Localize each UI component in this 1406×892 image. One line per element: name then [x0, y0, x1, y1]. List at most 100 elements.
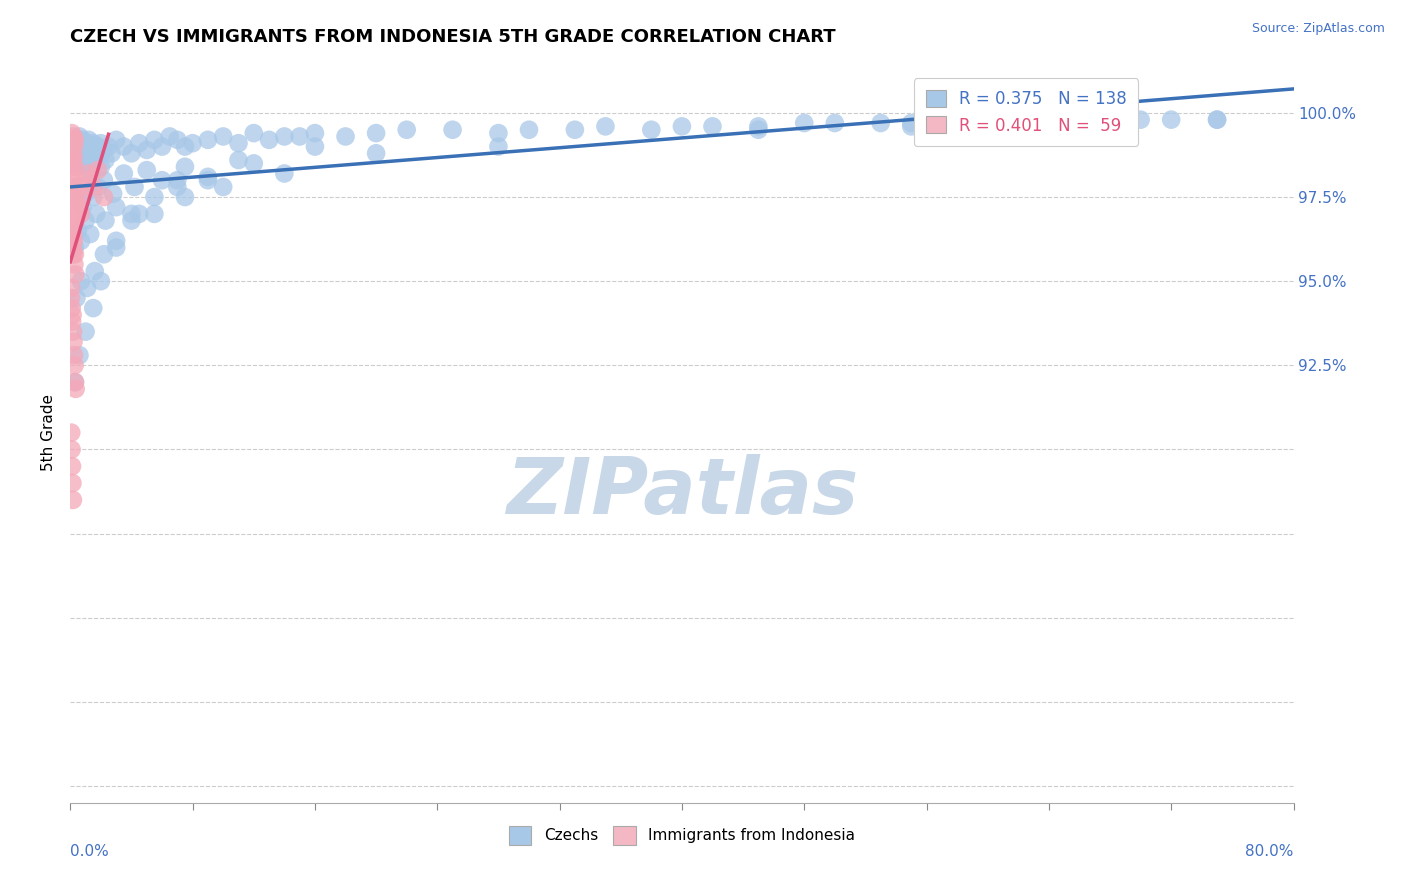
Point	[75, 213, 97, 227]
Point	[640, 122, 662, 136]
Point	[63, 194, 86, 208]
Point	[1206, 112, 1229, 127]
Point	[62, 247, 84, 261]
Point	[66, 133, 89, 147]
Point	[243, 126, 266, 140]
Text: ZIPatlas: ZIPatlas	[506, 454, 858, 530]
Point	[273, 129, 295, 144]
Point	[93, 173, 115, 187]
Point	[112, 139, 135, 153]
Point	[93, 190, 115, 204]
Point	[79, 227, 101, 241]
Point	[60, 173, 83, 187]
Point	[62, 200, 84, 214]
Point	[900, 120, 922, 134]
Point	[1160, 112, 1182, 127]
Point	[63, 375, 86, 389]
Point	[70, 156, 93, 170]
Point	[65, 136, 87, 151]
Point	[228, 136, 250, 151]
Point	[79, 143, 101, 157]
Point	[1053, 116, 1076, 130]
Point	[66, 150, 89, 164]
Point	[105, 241, 128, 255]
Point	[70, 139, 93, 153]
Point	[62, 308, 84, 322]
Point	[62, 476, 84, 491]
Point	[84, 207, 107, 221]
Point	[82, 301, 104, 315]
Point	[900, 116, 922, 130]
Point	[150, 173, 173, 187]
Point	[869, 116, 891, 130]
Point	[97, 139, 120, 153]
Point	[166, 173, 188, 187]
Point	[63, 359, 86, 373]
Point	[60, 459, 83, 474]
Point	[1129, 112, 1152, 127]
Point	[63, 146, 86, 161]
Point	[105, 234, 128, 248]
Point	[128, 207, 150, 221]
Point	[166, 180, 188, 194]
Point	[62, 180, 84, 194]
Point	[121, 207, 143, 221]
Point	[60, 281, 83, 295]
Point	[83, 264, 105, 278]
Point	[65, 190, 87, 204]
Point	[166, 133, 188, 147]
Point	[75, 325, 97, 339]
Point	[671, 120, 693, 134]
Point	[212, 180, 235, 194]
Point	[70, 274, 93, 288]
Point	[747, 120, 769, 134]
Point	[66, 224, 89, 238]
Point	[87, 139, 110, 153]
Point	[90, 274, 112, 288]
Point	[124, 180, 146, 194]
Point	[1206, 112, 1229, 127]
Point	[488, 139, 510, 153]
Point	[62, 150, 84, 164]
Point	[75, 136, 97, 151]
Text: 80.0%: 80.0%	[1246, 844, 1294, 858]
Point	[93, 143, 115, 157]
Point	[65, 382, 87, 396]
Point	[121, 146, 143, 161]
Point	[77, 167, 100, 181]
Point	[174, 190, 197, 204]
Point	[228, 153, 250, 167]
Legend: Czechs, Immigrants from Indonesia: Czechs, Immigrants from Indonesia	[502, 820, 862, 851]
Point	[63, 160, 86, 174]
Point	[72, 133, 94, 147]
Point	[62, 492, 84, 507]
Point	[128, 136, 150, 151]
Point	[747, 122, 769, 136]
Point	[65, 207, 87, 221]
Point	[76, 150, 98, 164]
Point	[69, 129, 91, 144]
Point	[62, 196, 84, 211]
Point	[100, 146, 122, 161]
Point	[366, 126, 388, 140]
Point	[79, 163, 101, 178]
Point	[73, 139, 96, 153]
Point	[82, 136, 104, 151]
Point	[90, 160, 112, 174]
Point	[174, 160, 197, 174]
Point	[517, 122, 540, 136]
Point	[83, 156, 105, 170]
Point	[60, 425, 83, 440]
Point	[159, 129, 181, 144]
Point	[243, 156, 266, 170]
Point	[335, 129, 357, 144]
Point	[77, 177, 100, 191]
Point	[1099, 112, 1122, 127]
Point	[143, 207, 166, 221]
Point	[595, 120, 617, 134]
Point	[101, 186, 124, 201]
Point	[60, 315, 83, 329]
Point	[197, 133, 219, 147]
Point	[60, 213, 83, 227]
Point	[212, 129, 235, 144]
